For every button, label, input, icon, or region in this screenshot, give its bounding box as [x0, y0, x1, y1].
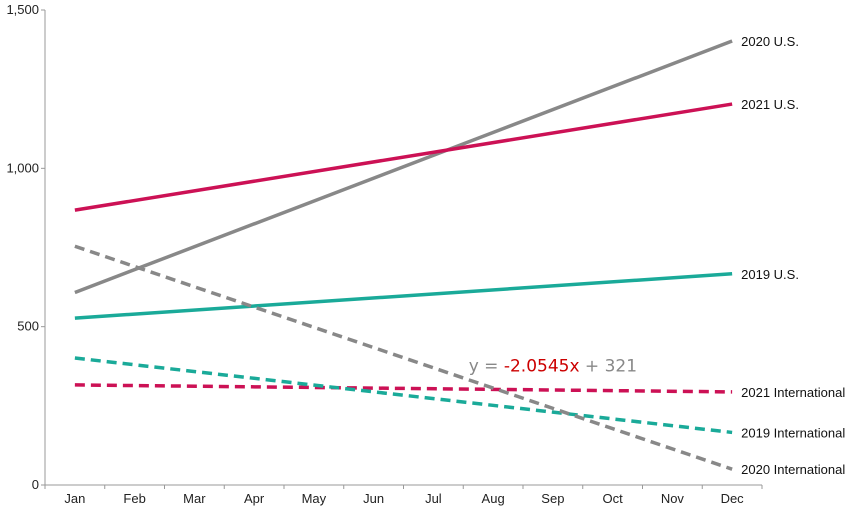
series-line-2021-international — [74, 383, 733, 394]
y-tick-label: 0 — [32, 477, 39, 492]
x-axis-ticks: Jan Feb Mar Apr May Jun Jul Aug Sep Oct Nov Dec — [44, 485, 763, 506]
equation-suffix: + 321 — [580, 357, 638, 377]
x-tick-label: Jan — [64, 491, 85, 506]
y-axis-ticks: 0 500 1,000 1,500 — [6, 2, 45, 492]
series-label-2020-international: 2020 International — [741, 462, 845, 477]
x-tick-label: Jul — [425, 491, 442, 506]
series-line-2020-international — [74, 244, 733, 471]
x-tick-label: Oct — [603, 491, 624, 506]
x-tick-label: Jun — [363, 491, 384, 506]
series-label-2021-u-s: 2021 U.S. — [741, 97, 799, 112]
equation-prefix: y = — [469, 357, 504, 377]
series-line-2019-international — [74, 356, 733, 435]
series-labels: 2020 U.S. 2021 U.S. 2019 U.S. 2021 Internat… — [741, 34, 845, 477]
series-line-2019-u-s — [74, 272, 733, 320]
y-tick-label: 500 — [17, 319, 39, 334]
y-tick-label: 1,000 — [6, 160, 39, 175]
series-line-2021-u-s — [74, 102, 733, 212]
x-tick-label: Dec — [721, 491, 745, 506]
series-label-2019-u-s: 2019 U.S. — [741, 267, 799, 282]
series-label-2019-international: 2019 International — [741, 425, 845, 440]
x-tick-label: Mar — [183, 491, 206, 506]
x-tick-label: Nov — [661, 491, 685, 506]
axes — [44, 10, 762, 486]
series-label-2020-u-s: 2020 U.S. — [741, 34, 799, 49]
trendline-equation: y = -2.0545x + 321 — [469, 357, 637, 377]
series-lines — [74, 39, 733, 471]
x-tick-label: Apr — [244, 491, 265, 506]
x-tick-label: Aug — [482, 491, 505, 506]
x-tick-label: Feb — [123, 491, 145, 506]
series-label-2021-international: 2021 International — [741, 385, 845, 400]
y-tick-label: 1,500 — [6, 2, 39, 17]
series-line-2020-u-s — [74, 39, 733, 295]
x-tick-label: May — [302, 491, 327, 506]
x-tick-label: Sep — [541, 491, 564, 506]
equation-slope: -2.0545x — [504, 357, 580, 377]
